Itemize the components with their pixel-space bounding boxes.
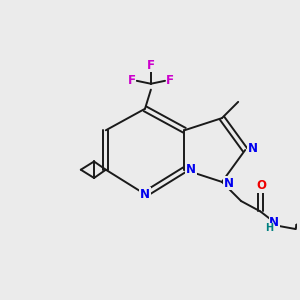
Text: O: O bbox=[257, 179, 267, 192]
Text: F: F bbox=[166, 74, 174, 87]
Text: N: N bbox=[248, 142, 257, 155]
Text: N: N bbox=[186, 163, 196, 176]
Text: F: F bbox=[128, 74, 136, 87]
Text: F: F bbox=[147, 59, 155, 72]
Text: N: N bbox=[224, 177, 233, 190]
Text: H: H bbox=[265, 224, 273, 233]
Text: N: N bbox=[140, 188, 150, 201]
Text: N: N bbox=[269, 216, 279, 229]
